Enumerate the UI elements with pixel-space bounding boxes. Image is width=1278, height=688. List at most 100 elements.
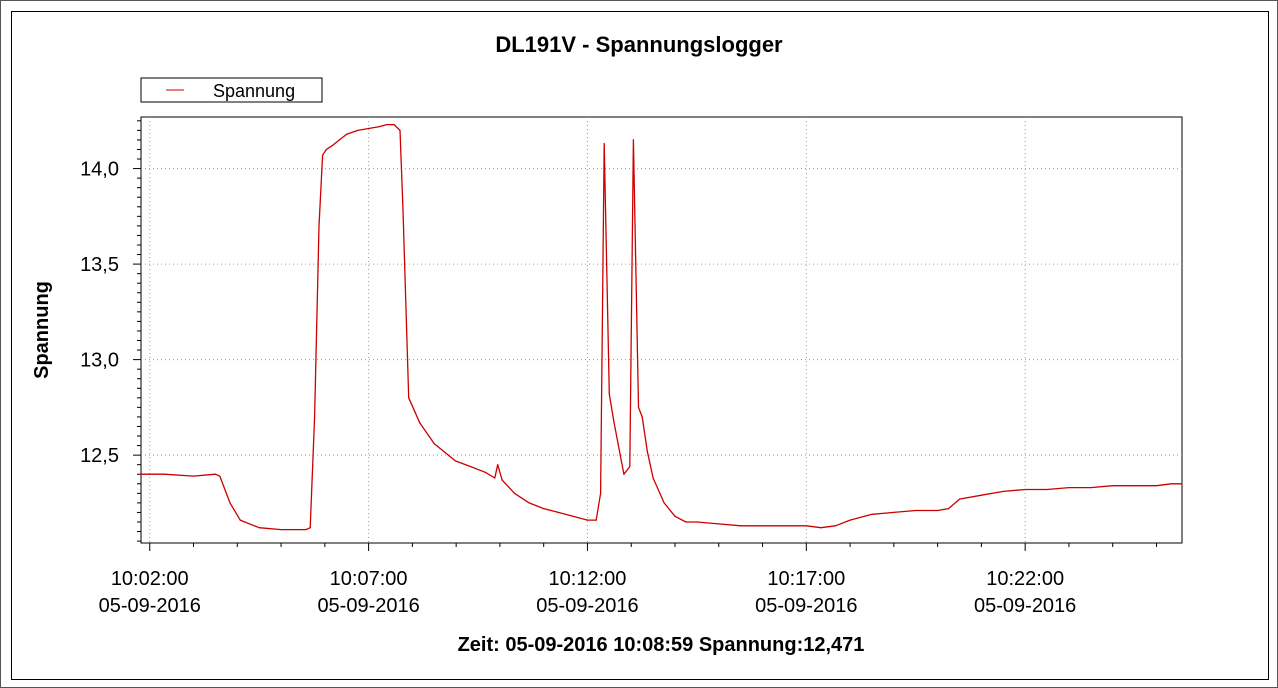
data-point (623, 473, 625, 475)
data-point (1170, 483, 1172, 485)
data-point (357, 129, 359, 131)
data-point (1002, 490, 1004, 493)
grid (141, 117, 1182, 543)
data-point (1068, 487, 1070, 489)
data-point (325, 148, 327, 151)
data-point (629, 465, 631, 468)
data-point (543, 508, 545, 510)
x-tick-time: 10:22:00 (986, 568, 1064, 590)
data-point (646, 450, 648, 452)
x-minor-ticks (149, 543, 1157, 551)
data-point (652, 477, 654, 479)
data-point (915, 509, 917, 512)
data-point (484, 471, 486, 473)
data-point (314, 416, 316, 418)
data-point (1181, 483, 1183, 485)
data-point (1024, 488, 1026, 491)
y-axis: 12,5 13,0 13,5 14,0 (80, 159, 119, 468)
y-tick-label: 13,0 (80, 350, 119, 372)
data-point (663, 502, 665, 504)
data-point (608, 393, 610, 395)
data-point (497, 464, 499, 466)
y-tick-label: 12,5 (80, 445, 119, 467)
data-point (402, 206, 404, 208)
y-tick-label: 14,0 (80, 159, 119, 181)
y-minor-ticks (133, 120, 141, 542)
data-point (1090, 487, 1092, 489)
data-point (501, 479, 503, 481)
data-point (805, 525, 807, 527)
x-tick-date: 05-09-2016 (974, 595, 1076, 617)
data-point (338, 139, 341, 141)
data-point (1112, 485, 1114, 487)
data-point (1046, 488, 1048, 491)
data-point (820, 527, 822, 529)
data-point (685, 521, 687, 523)
data-point (214, 473, 217, 475)
data-point (893, 511, 895, 514)
data-point (494, 477, 496, 479)
series-line-spannung (141, 123, 1182, 531)
data-point (603, 143, 605, 145)
data-point (674, 515, 676, 517)
x-tick-date: 05-09-2016 (99, 595, 201, 617)
data-point (740, 525, 742, 527)
data-point (958, 498, 961, 500)
data-point (346, 133, 348, 135)
legend-label-spannung: Spannung (213, 81, 295, 101)
data-point (163, 473, 165, 475)
data-point (980, 494, 982, 496)
data-point (258, 527, 260, 529)
data-point (849, 519, 851, 521)
data-point (331, 145, 333, 147)
data-point (219, 475, 221, 477)
data-point (309, 527, 311, 529)
x-tick-time: 10:02:00 (111, 568, 189, 590)
data-point (229, 502, 231, 504)
data-point (599, 492, 602, 494)
data-point (140, 473, 142, 475)
y-axis-label: Spannung (31, 281, 53, 379)
x-tick-date: 05-09-2016 (755, 595, 857, 617)
data-point (305, 529, 307, 531)
data-point (637, 406, 640, 408)
data-point (378, 125, 381, 128)
x-tick-time: 10:12:00 (549, 568, 627, 590)
data-point (408, 397, 410, 399)
data-point (433, 443, 435, 445)
x-tick-date: 05-09-2016 (536, 595, 638, 617)
legend: Spannung (140, 77, 323, 103)
data-point (641, 416, 643, 418)
data-point (718, 523, 720, 525)
data-point (386, 124, 388, 126)
data-point (528, 502, 530, 504)
x-tick-time: 10:07:00 (330, 568, 408, 590)
data-point (586, 519, 589, 521)
data-point (192, 475, 195, 477)
data-point (761, 525, 764, 527)
x-tick-time: 10:17:00 (767, 568, 845, 590)
data-point (368, 127, 370, 130)
x-tick-date: 05-09-2016 (317, 595, 419, 617)
data-point (419, 422, 421, 424)
data-point (613, 420, 615, 422)
data-point (393, 124, 395, 126)
data-point (399, 129, 401, 131)
data-point (834, 525, 837, 527)
data-point (318, 225, 320, 227)
series-layer (140, 123, 1183, 531)
y-tick-label: 13,5 (80, 254, 119, 276)
data-point (947, 508, 950, 510)
x-axis: 10:02:00 05-09-2016 10:07:00 05-09-2016 10:1… (99, 568, 1077, 617)
data-point (696, 521, 698, 523)
data-point (783, 525, 786, 527)
status-readout: Zeit: 05-09-2016 10:08:59 Spannung:12,47… (458, 634, 865, 656)
plot-area (140, 116, 1183, 544)
data-point (1155, 485, 1158, 487)
data-point (322, 154, 324, 156)
data-point (937, 509, 939, 512)
data-point (239, 519, 241, 521)
data-point (470, 465, 472, 468)
data-point (871, 513, 873, 515)
